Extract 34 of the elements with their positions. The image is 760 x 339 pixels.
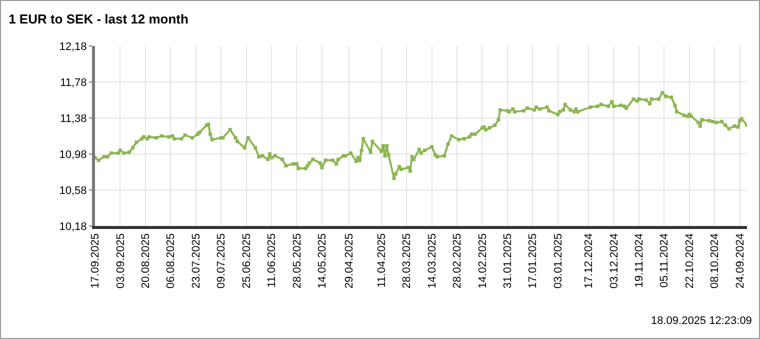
text: 18.09.2025 12:23:09 [651,315,752,327]
x-tick-label: 31.01.2025 [502,233,514,288]
x-tick-label: 28.05.2025 [291,233,304,288]
x-tick-label: 09.07.2025 [216,233,228,288]
x-tick-label: 03.01.2025 [552,233,564,288]
x-tick-label: 22.10.2024 [684,233,696,288]
x-tick-label: 17.09.2025 [90,233,102,288]
y-tick-label: 10,58 [59,184,87,197]
x-tick-label: 03.09.2025 [114,233,127,288]
x-tick-label: 14.05.2025 [316,233,329,288]
x-tick-label: 19.11.2024 [634,233,646,288]
x-tick-label: 03.12.2024 [608,233,620,288]
x-tick-label: 23.07.2025 [190,233,202,288]
x-tick-label: 08.10.2024 [709,233,722,288]
y-tick-label: 12,18 [59,40,87,53]
y-tick-label: 10,98 [59,148,87,161]
x-tick-label: 17.01.2025 [527,233,540,288]
x-tick-label: 28.03.2025 [401,233,414,288]
x-tick-label: 05.11.2024 [658,233,671,288]
y-tick-label: 10,18 [59,220,87,233]
x-tick-label: 25.06.2025 [240,233,253,288]
x-tick-label: 14.02.2025 [476,233,489,288]
x-tick-label: 17.12.2024 [583,233,596,288]
y-tick-label: 11,78 [60,76,87,89]
y-tick-label: 11,38 [60,112,87,125]
x-tick-label: 28.02.2025 [452,233,464,288]
x-tick-label: 20.08.2025 [140,233,152,288]
chart-title: 1 EUR to SEK - last 12 month [8,12,188,27]
x-tick-label: 24.09.2024 [734,233,746,288]
x-tick-label: 06.08.2025 [165,233,178,288]
x-tick-label: 29.04.2025 [344,233,356,288]
x-tick-label: 11.06.2025 [266,233,278,288]
x-tick-label: 11.04.2025 [376,233,388,288]
x-tick-label: 14.03.2025 [426,233,438,288]
